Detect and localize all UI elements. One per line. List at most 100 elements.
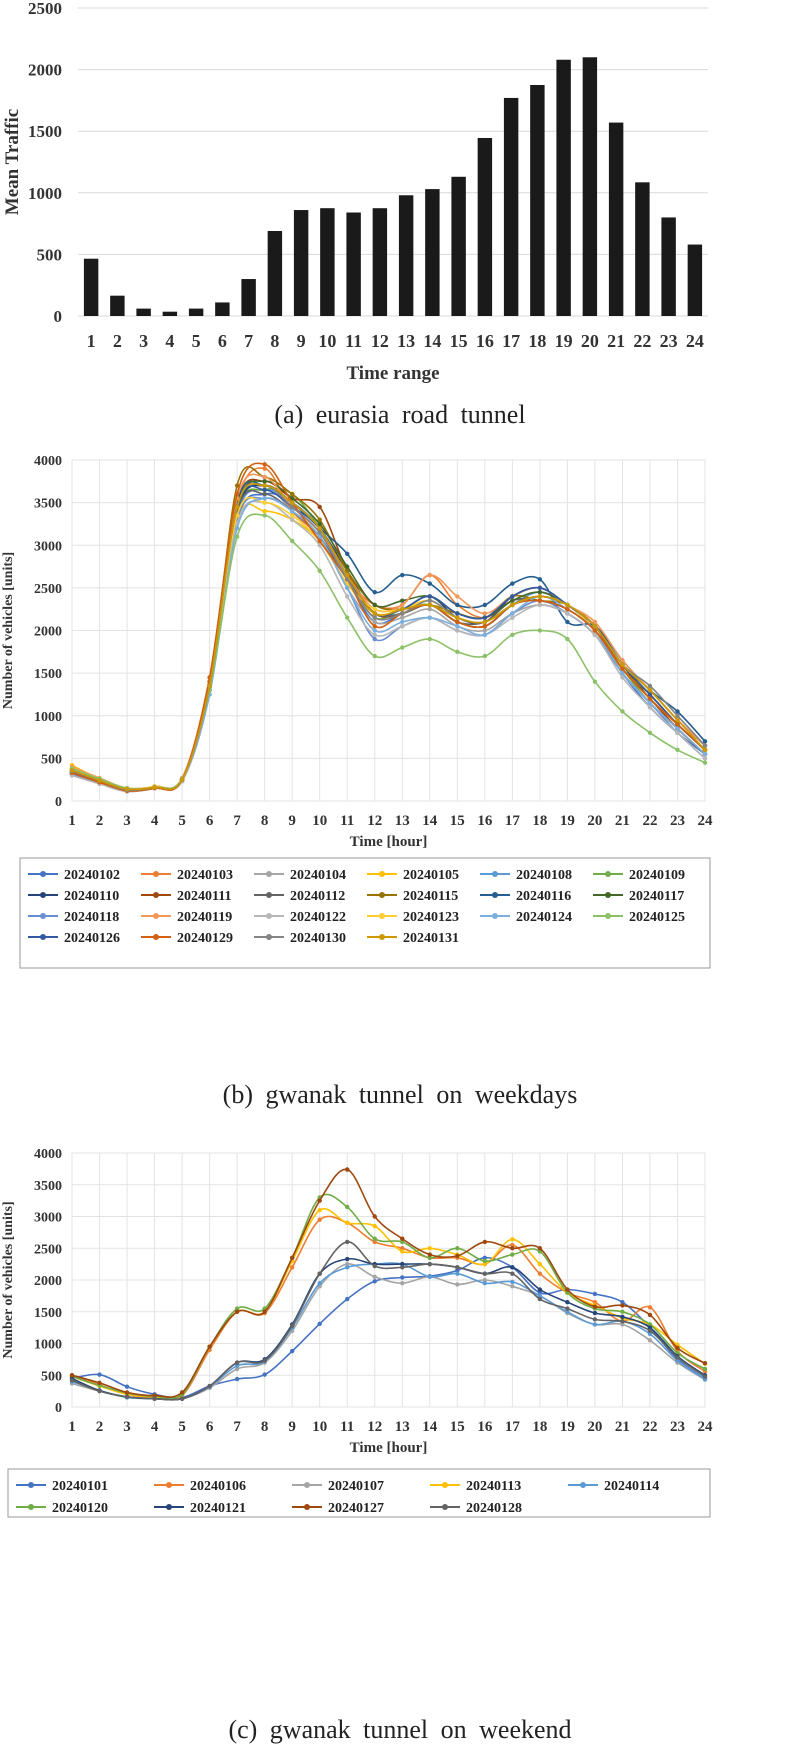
data-point	[510, 1242, 515, 1248]
x-axis-label: Time [hour]	[350, 1440, 428, 1456]
data-point	[565, 1309, 570, 1314]
data-point	[510, 632, 515, 637]
bar	[608, 122, 624, 317]
legend-swatch-marker	[580, 1482, 586, 1488]
data-point	[345, 1296, 350, 1302]
legend-label: 20240130	[290, 931, 346, 946]
x-tick-label: 6	[206, 1419, 214, 1435]
data-point	[427, 615, 432, 620]
data-point	[702, 1360, 708, 1366]
legend-item: 20240109	[593, 868, 685, 883]
data-point	[702, 743, 708, 748]
data-point	[234, 1309, 240, 1314]
data-point	[372, 1236, 377, 1241]
data-point	[69, 1373, 75, 1378]
legend-item: 20240116	[480, 889, 571, 904]
data-point	[97, 778, 102, 783]
data-point	[372, 606, 377, 612]
data-point	[427, 1261, 432, 1267]
data-point	[400, 1261, 405, 1267]
data-point	[647, 683, 653, 689]
data-point	[234, 491, 240, 497]
data-point	[537, 1261, 543, 1267]
x-tick-label: 11	[345, 331, 362, 351]
x-tick-label: 11	[340, 813, 354, 829]
data-point	[345, 1204, 350, 1210]
data-point	[289, 500, 295, 505]
legend-label: 20240126	[64, 931, 120, 946]
legend-label: 20240101	[52, 1479, 108, 1494]
data-point	[289, 1323, 295, 1328]
x-tick-label: 16	[476, 331, 494, 351]
data-point	[234, 1363, 240, 1368]
x-tick-label: 15	[450, 331, 468, 351]
x-tick-label: 10	[312, 1419, 327, 1435]
data-point	[620, 1314, 625, 1320]
data-point	[455, 1271, 460, 1276]
data-point	[234, 483, 240, 488]
x-tick-label: 5	[192, 331, 201, 351]
legend-label: 20240121	[190, 1501, 246, 1516]
legend-swatch-marker	[166, 1482, 172, 1488]
data-point	[482, 653, 488, 659]
y-tick-label: 1500	[34, 1306, 62, 1321]
data-point	[510, 581, 515, 586]
data-point	[565, 1306, 570, 1311]
y-tick-label: 3500	[34, 1179, 62, 1194]
x-tick-label: 13	[395, 813, 410, 829]
data-point	[152, 1396, 157, 1401]
bar	[398, 195, 414, 316]
data-point	[262, 487, 267, 493]
data-point	[592, 1317, 598, 1322]
legend-item: 20240111	[141, 889, 231, 904]
data-point	[262, 1309, 267, 1314]
data-point	[289, 1255, 295, 1260]
legend-label: 20240104	[290, 868, 346, 883]
data-point	[179, 777, 185, 782]
data-point	[317, 543, 322, 548]
legend-label: 20240131	[403, 931, 459, 946]
data-point	[455, 594, 460, 599]
legend-item: 20240120	[16, 1501, 108, 1516]
data-point	[565, 602, 570, 608]
legend-item: 20240113	[430, 1479, 521, 1494]
data-point	[234, 534, 240, 539]
data-point	[455, 611, 460, 616]
data-point	[427, 636, 432, 642]
data-point	[262, 466, 267, 471]
data-point	[427, 1252, 432, 1257]
bar-series	[83, 57, 703, 317]
data-point	[620, 675, 625, 680]
data-point	[124, 1394, 130, 1400]
x-tick-label: 21	[607, 331, 625, 351]
legend-swatch-marker	[166, 1504, 172, 1510]
legend-item: 20240112	[254, 889, 345, 904]
data-point	[620, 658, 625, 663]
x-axis-label: Time [hour]	[350, 834, 428, 850]
data-point	[427, 602, 432, 608]
legend-item: 20240128	[430, 1501, 522, 1516]
x-tick-label: 2	[96, 813, 104, 829]
x-tick-label: 3	[123, 813, 131, 829]
bar	[110, 295, 125, 316]
x-tick-label: 23	[670, 1419, 685, 1435]
data-point	[289, 508, 295, 514]
data-point	[427, 572, 432, 578]
legend-label: 20240107	[328, 1479, 384, 1494]
legend-item: 20240105	[367, 868, 459, 883]
data-point	[400, 606, 405, 612]
x-tick-label: 24	[698, 1419, 714, 1435]
legend-item: 20240119	[141, 910, 232, 925]
data-point	[510, 598, 515, 603]
data-point	[345, 1265, 350, 1270]
legend-swatch-marker	[442, 1482, 448, 1488]
data-point	[317, 521, 322, 527]
data-point	[207, 1383, 212, 1389]
data-point	[675, 726, 680, 731]
x-tick-label: 23	[660, 331, 678, 351]
data-point	[234, 1306, 240, 1311]
data-point	[510, 1246, 515, 1251]
data-point	[289, 1265, 295, 1270]
